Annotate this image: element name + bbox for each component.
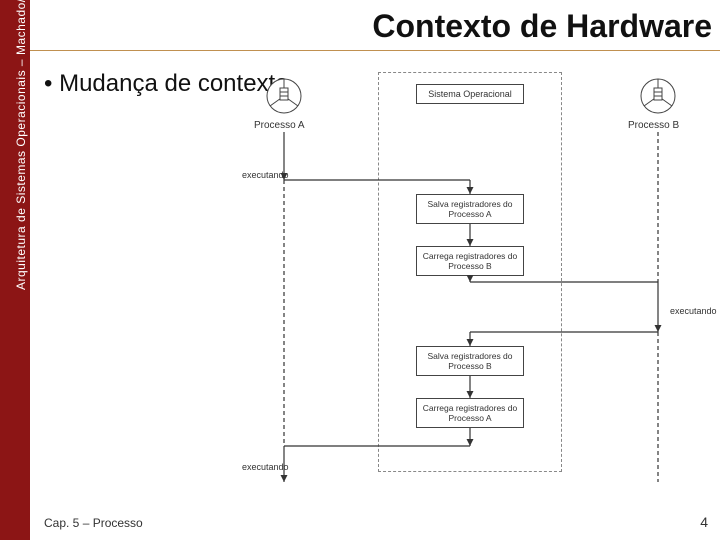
page-title: Contexto de Hardware [30,8,712,45]
title-rule [30,50,720,51]
footer-page-number: 4 [700,514,708,530]
slide: Arquitetura de Sistemas Operacionais – M… [0,0,720,540]
footer-chapter: Cap. 5 – Processo [44,516,143,530]
context-switch-diagram: Sistema OperacionalSalva registradores d… [240,62,700,492]
side-label: Arquitetura de Sistemas Operacionais – M… [14,0,28,290]
flow-lines [240,62,700,492]
